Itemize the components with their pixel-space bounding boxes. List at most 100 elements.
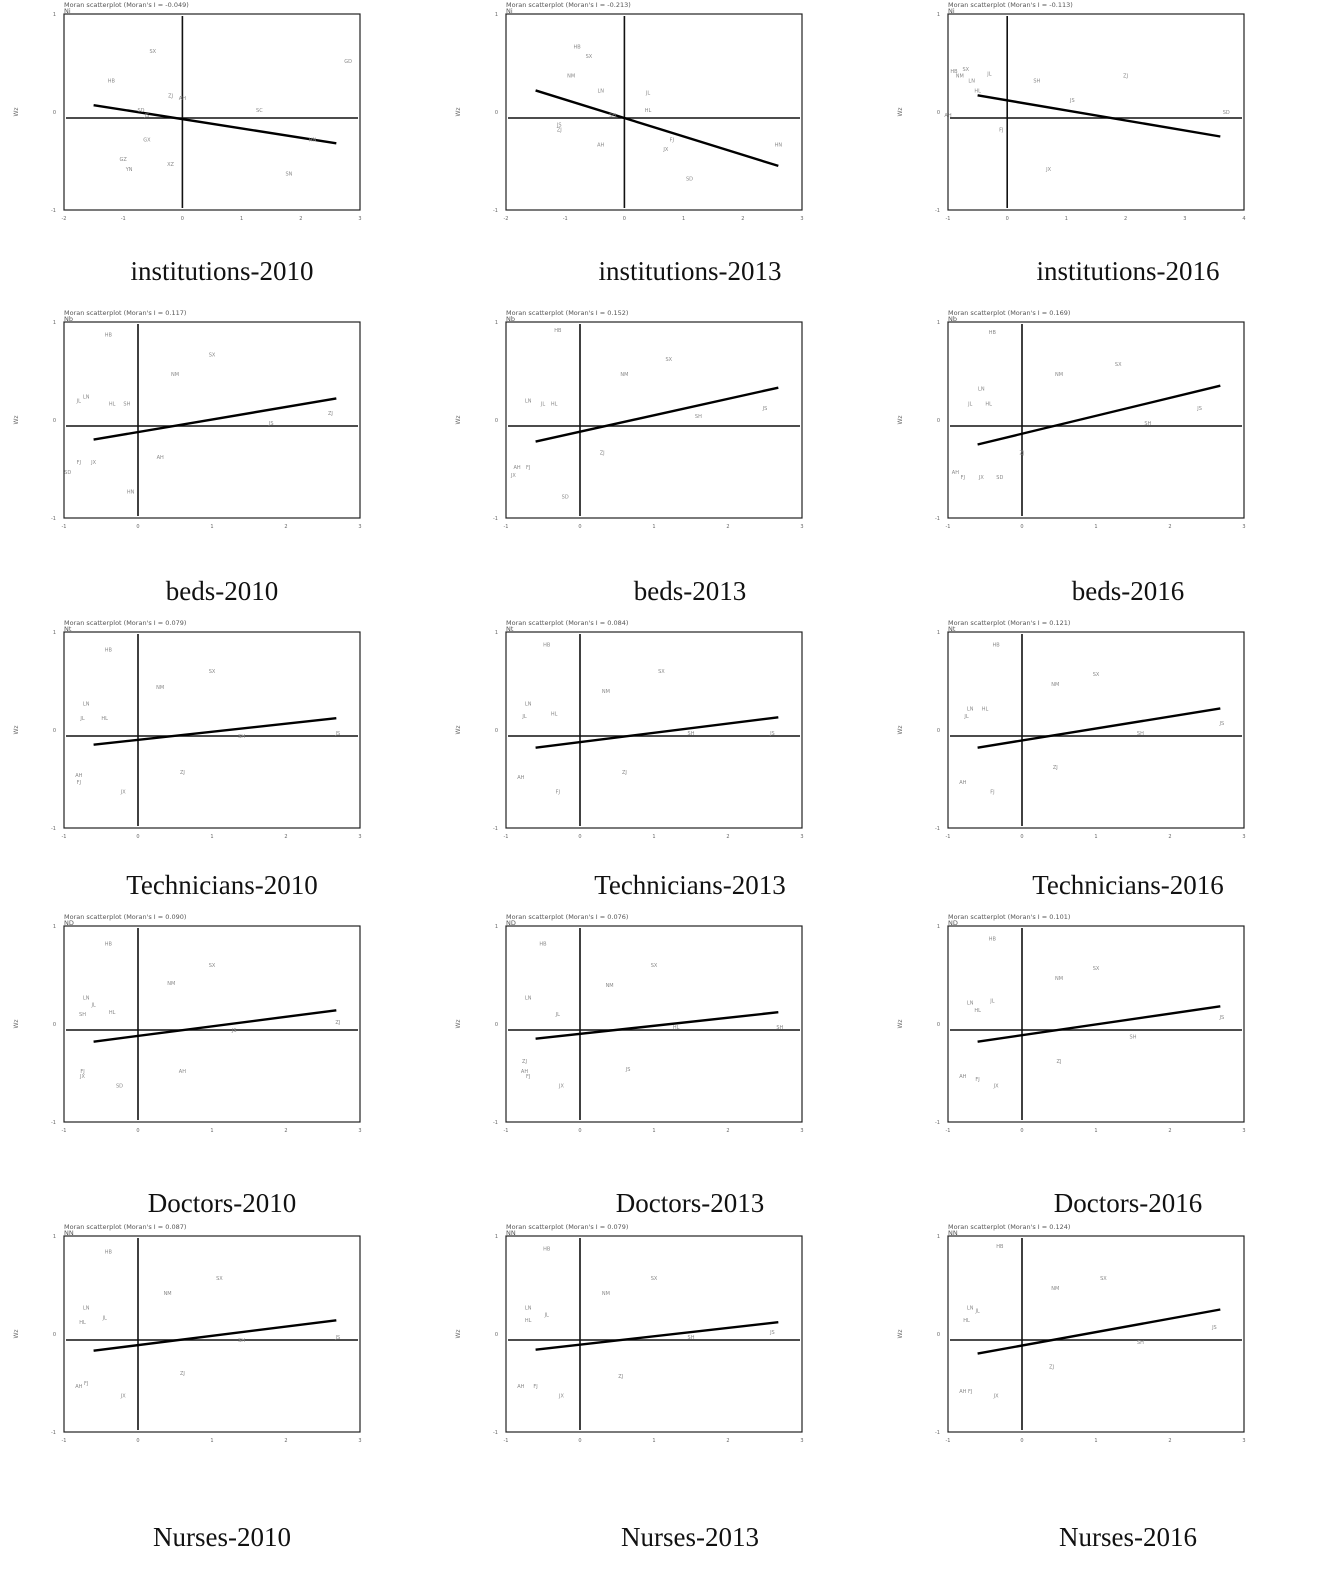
data-point-label: SX xyxy=(1100,1276,1107,1282)
plot-variable: Nt xyxy=(506,625,514,633)
moran-plot-svg: Moran scatterplot (Moran's I = 0.090)ND W… xyxy=(13,913,362,1134)
regression-line xyxy=(977,1308,1221,1355)
regression-line xyxy=(977,1005,1221,1043)
x-tick-label: 2 xyxy=(726,1128,729,1134)
plot-header: Moran scatterplot (Moran's I = 0.079) xyxy=(506,1223,628,1231)
data-point-label: SX xyxy=(149,49,156,55)
x-tick-label: 0 xyxy=(1020,524,1023,530)
plot-caption: Nurses-2016 xyxy=(1059,1522,1197,1552)
data-point-label: HL xyxy=(109,401,116,407)
data-point-label: HL xyxy=(551,401,558,407)
x-tick-label: 0 xyxy=(1006,216,1009,222)
y-tick-label: 1 xyxy=(937,12,940,18)
moran-plot-svg: Moran scatterplot (Moran's I = 0.076)ND W… xyxy=(455,913,804,1134)
y-tick-label: -1 xyxy=(493,826,498,832)
x-tick-label: 1 xyxy=(1094,524,1097,530)
plot-frame xyxy=(63,631,361,829)
data-point-label: HB xyxy=(989,330,997,336)
x-tick-label: 0 xyxy=(578,524,581,530)
x-tick-label: 0 xyxy=(136,1128,139,1134)
data-point-label: HB xyxy=(996,1244,1004,1250)
plot-variable: Nb xyxy=(948,315,957,323)
data-point-label: ZJ xyxy=(180,770,185,776)
data-point-label: HL xyxy=(982,706,989,712)
plot-variable: Ni xyxy=(948,7,955,15)
data-point-label: AH xyxy=(959,1074,966,1080)
plot-variable: ND xyxy=(506,919,516,927)
y-tick-label: -1 xyxy=(51,208,56,214)
data-point-label: LN xyxy=(83,702,90,708)
plot-caption: Doctors-2013 xyxy=(615,1188,765,1218)
data-point-label: HL xyxy=(79,1320,86,1326)
data-point-label: SX xyxy=(209,669,216,675)
data-point-label: ZJ xyxy=(180,1371,185,1377)
y-axis-title: Wz xyxy=(897,725,904,734)
y-tick-label: 1 xyxy=(937,630,940,636)
moran-plot-svg: Moran scatterplot (Moran's I = 0.117)Nb W… xyxy=(13,309,362,530)
data-point-label: LN xyxy=(525,996,532,1002)
regression-line xyxy=(977,707,1221,749)
regression-line xyxy=(535,89,779,168)
data-point-label: LN xyxy=(83,1306,90,1312)
data-point-label: NM xyxy=(167,981,175,987)
data-point-label: HN xyxy=(309,137,317,143)
data-point-label: SD xyxy=(116,1084,123,1090)
data-point-label: FJ xyxy=(526,1074,530,1080)
x-tick-label: 1 xyxy=(210,1438,213,1444)
data-point-label: FJ xyxy=(77,780,81,786)
y-tick-label: 0 xyxy=(937,418,940,424)
data-point-label: JX xyxy=(558,1394,564,1400)
data-point-label: SH xyxy=(123,401,130,407)
data-point-label: ZJ xyxy=(600,450,605,456)
data-point-label: ZJ xyxy=(1057,1059,1062,1065)
regression-line xyxy=(93,103,337,145)
data-point-label: SX xyxy=(216,1276,223,1282)
data-point-label: SX xyxy=(658,669,665,675)
y-tick-label: -1 xyxy=(493,208,498,214)
data-point-label: AH xyxy=(514,465,521,471)
data-point-label: FJ xyxy=(961,475,965,481)
data-point-label: HB xyxy=(992,643,1000,649)
data-point-label: JL xyxy=(963,714,968,720)
plot-header: Moran scatterplot (Moran's I = 0.124) xyxy=(948,1223,1070,1231)
x-tick-label: 2 xyxy=(1168,524,1171,530)
data-point-label: SX xyxy=(209,352,216,358)
x-tick-label: 3 xyxy=(800,1438,803,1444)
data-point-label: JS xyxy=(1069,98,1075,104)
plot-frame xyxy=(63,13,361,211)
x-tick-label: 0 xyxy=(578,1438,581,1444)
data-point-label: HL xyxy=(963,1318,970,1324)
y-axis-title: Wz xyxy=(455,725,462,734)
data-point-label: JS xyxy=(1218,721,1224,727)
data-point-label: AH xyxy=(959,780,966,786)
x-tick-label: 0 xyxy=(181,216,184,222)
data-point-label: HN xyxy=(127,490,135,496)
data-point-label: HL xyxy=(974,1008,981,1014)
y-tick-label: 1 xyxy=(495,320,498,326)
moran-plot-svg: Moran scatterplot (Moran's I = 0.084)Nt W… xyxy=(455,619,804,840)
data-point-label: AH xyxy=(952,470,959,476)
data-point-label: AH xyxy=(959,1389,966,1395)
x-tick-label: 3 xyxy=(358,834,361,840)
data-point-label: ZJ xyxy=(557,128,562,134)
y-tick-label: 1 xyxy=(53,320,56,326)
data-point-label: SX xyxy=(651,963,658,969)
plot-header: Moran scatterplot (Moran's I = -0.049) xyxy=(64,1,189,9)
data-point-label: JL xyxy=(967,401,972,407)
data-point-label: JL xyxy=(79,716,84,722)
data-point-label: JL xyxy=(645,90,650,96)
moran-plot-svg: Moran scatterplot (Moran's I = 0.087)NN W… xyxy=(13,1223,362,1444)
y-tick-label: -1 xyxy=(493,1120,498,1126)
data-point-label: LN xyxy=(967,1000,974,1006)
data-point-label: JL xyxy=(90,1002,95,1008)
x-tick-label: 3 xyxy=(800,216,803,222)
y-axis-title: Wz xyxy=(13,725,20,734)
x-tick-label: 2 xyxy=(299,216,302,222)
plot-header: Moran scatterplot (Moran's I = 0.121) xyxy=(948,619,1070,627)
y-tick-label: -1 xyxy=(51,1430,56,1436)
data-point-label: JL xyxy=(540,401,545,407)
plot-frame xyxy=(947,13,1245,211)
data-point-label: JS xyxy=(1196,406,1202,412)
y-tick-label: 0 xyxy=(495,418,498,424)
data-point-label: JS xyxy=(144,113,150,119)
